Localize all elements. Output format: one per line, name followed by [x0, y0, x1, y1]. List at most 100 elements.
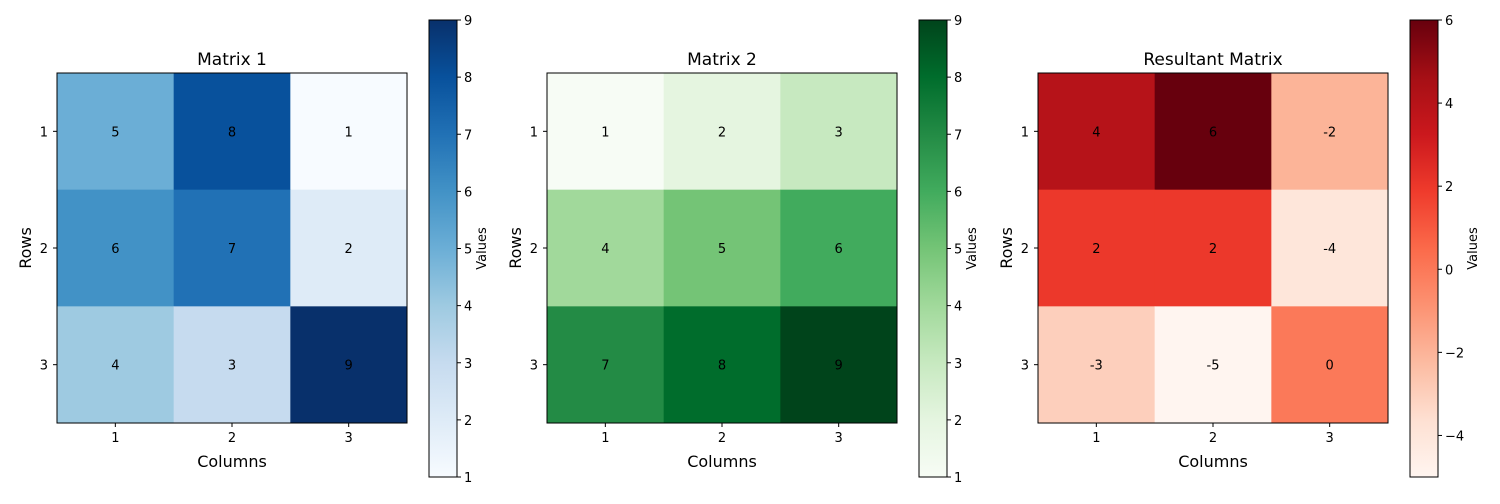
colorbar-label: Values: [1466, 227, 1481, 270]
y-axis-label: Rows: [506, 227, 525, 269]
colorbar-tick-label: 7: [464, 128, 472, 143]
colorbar-tick-label: 1: [954, 471, 962, 486]
cell-value-label: 3: [228, 359, 236, 374]
colorbar-tick-label: 8: [954, 71, 962, 86]
cell-value-label: -2: [1323, 125, 1336, 140]
cell-value-label: 3: [835, 125, 843, 140]
cell-value-label: 4: [1092, 125, 1100, 140]
heatmap-cell: [173, 73, 291, 191]
colorbar-tick-label: 3: [464, 357, 472, 372]
heatmap-chart-matrix-2: Matrix 2 1 2 3 4 5 6 7 8 9 1 2 3 1 2 3 Columns Rows 1 2 3 4 5 6…: [506, 14, 980, 486]
heatmap-cell: [57, 73, 175, 191]
cell-value-label: 6: [111, 242, 119, 257]
y-axis-label: Rows: [997, 227, 1016, 269]
heatmap-cell: [290, 306, 408, 424]
cell-value-label: -3: [1090, 359, 1103, 374]
y-tick-label: 3: [530, 359, 538, 374]
cell-value-label: 4: [601, 242, 609, 257]
colorbar-tick-label: 2: [954, 414, 962, 429]
colorbar-tick-label: 6: [1445, 14, 1453, 29]
heatmap-cell: [547, 189, 665, 307]
y-tick-label: 3: [40, 359, 48, 374]
colorbar-label: Values: [965, 227, 980, 270]
heatmap-cell: [1038, 73, 1156, 191]
cell-value-label: 9: [835, 359, 843, 374]
colorbar-tick-label: 6: [954, 185, 962, 200]
y-tick-label: 2: [40, 242, 48, 257]
colorbar-tick-label: 2: [1445, 180, 1453, 195]
heatmap-cell: [1271, 73, 1389, 191]
heatmap-panel-3: Resultant Matrix 4 6 -2 2 2 -4 -3 -5 0 1 2 3 1 2 3 Colum…: [981, 0, 1500, 500]
y-tick-label: 3: [1021, 359, 1029, 374]
heatmap-cell: [780, 306, 898, 424]
chart-title: Matrix 2: [687, 50, 757, 70]
heatmap-cell: [290, 189, 408, 307]
x-tick-label: 2: [228, 431, 236, 446]
cell-value-label: 9: [345, 359, 353, 374]
heatmap-cell: [1271, 189, 1389, 307]
heatmap-cell: [173, 189, 291, 307]
colorbar-tick-label: −4: [1445, 429, 1464, 444]
cell-value-label: 2: [1092, 242, 1100, 257]
y-tick-label: 2: [530, 242, 538, 257]
colorbar-frame: [1409, 19, 1439, 478]
y-tick-label: 1: [1021, 125, 1029, 140]
colorbar-tick-label: 8: [464, 71, 472, 86]
cell-value-label: 2: [718, 125, 726, 140]
x-tick-label: 2: [718, 431, 726, 446]
heatmap-cell: [173, 306, 291, 424]
cell-value-label: 6: [1209, 125, 1217, 140]
cell-value-label: -5: [1207, 359, 1220, 374]
cell-value-label: 0: [1326, 359, 1334, 374]
colorbar-tick-label: 9: [464, 14, 472, 29]
heatmap-cell: [57, 306, 175, 424]
colorbar-tick-label: 5: [954, 243, 962, 258]
heatmap-chart-resultant-matrix: Resultant Matrix 4 6 -2 2 2 -4 -3 -5 0 1 2 3 1 2 3 Colum…: [997, 14, 1481, 478]
colorbar-tick-label: 4: [1445, 97, 1453, 112]
colorbar-tick-label: 2: [464, 414, 472, 429]
colorbar: [429, 20, 457, 477]
cell-value-label: 2: [345, 242, 353, 257]
cell-value-label: 1: [601, 125, 609, 140]
x-tick-label: 3: [345, 431, 353, 446]
heatmap-cell: [1154, 73, 1272, 191]
cell-value-label: 4: [111, 359, 119, 374]
cell-value-label: 7: [228, 242, 236, 257]
heatmap-cell: [1038, 306, 1156, 424]
colorbar: [1410, 20, 1438, 477]
x-tick-label: 1: [601, 431, 609, 446]
heatmap-cell: [663, 306, 781, 424]
colorbar-tick-label: 5: [464, 243, 472, 258]
x-axis-label: Columns: [687, 452, 757, 471]
colorbar-tick-label: 4: [954, 300, 962, 315]
heatmap-cell: [547, 73, 665, 191]
colorbar-tick-label: 9: [954, 14, 962, 29]
y-tick-label: 2: [1021, 242, 1029, 257]
colorbar-tick-label: 1: [464, 471, 472, 486]
heatmap-chart-matrix-1: Matrix 15 8 16 7 24 3 91 2 3123ColumnsRows123456…: [16, 14, 490, 486]
heatmap-cell: [57, 189, 175, 307]
colorbar-tick-label: 3: [954, 357, 962, 372]
cell-value-label: 5: [718, 242, 726, 257]
x-tick-label: 2: [1209, 431, 1217, 446]
heatmap-panel-1: Matrix 1 5 8 1 6 7 2 4 3 9 1 2 3 1 2 3 Columns Rows 1 2 3 4 5 6…: [0, 0, 500, 500]
heatmap-cell: [1271, 306, 1389, 424]
x-axis-label: Columns: [197, 452, 267, 471]
colorbar-tick-label: 0: [1445, 263, 1453, 278]
colorbar-tick-label: −2: [1445, 346, 1464, 361]
colorbar-tick-label: 6: [464, 185, 472, 200]
x-tick-label: 3: [1326, 431, 1334, 446]
x-tick-label: 1: [111, 431, 119, 446]
x-tick-label: 3: [835, 431, 843, 446]
cell-value-label: 6: [835, 242, 843, 257]
cell-value-label: -4: [1323, 242, 1336, 257]
cell-value-label: 8: [228, 125, 236, 140]
y-tick-label: 1: [530, 125, 538, 140]
colorbar-label: Values: [475, 227, 490, 270]
heatmap-cell: [1154, 189, 1272, 307]
colorbar: [919, 20, 947, 477]
colorbar-tick-label: 7: [954, 128, 962, 143]
chart-title: Resultant Matrix: [1143, 50, 1282, 70]
y-axis-label: Rows: [16, 227, 35, 269]
cell-value-label: 7: [601, 359, 609, 374]
